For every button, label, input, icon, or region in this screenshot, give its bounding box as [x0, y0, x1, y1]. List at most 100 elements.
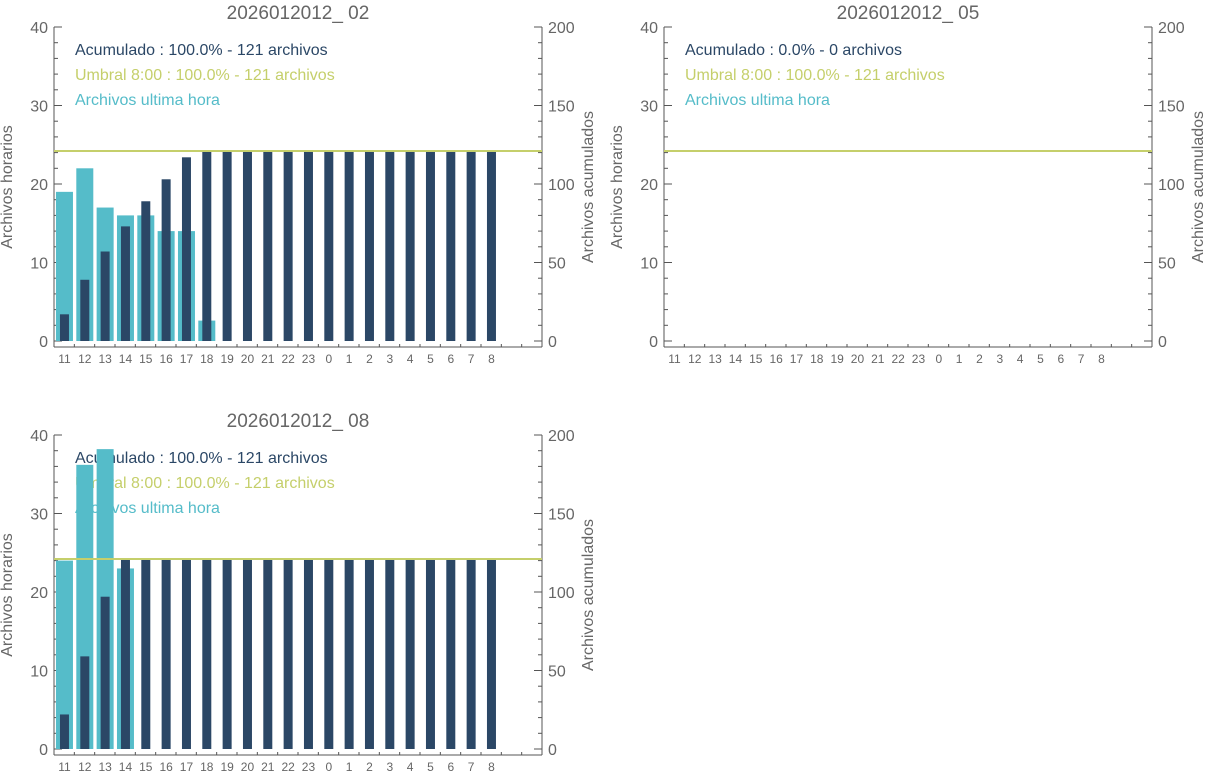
x-tick-label: 15: [139, 760, 153, 771]
x-tick-label: 22: [281, 760, 295, 771]
right-tick-label: 100: [1158, 177, 1185, 194]
chart-panel: 2026012012_ 02010203040050100150200Archi…: [0, 3, 597, 366]
x-tick-label: 3: [386, 352, 393, 366]
x-tick-label: 8: [1098, 352, 1105, 366]
x-tick-label: 3: [386, 760, 393, 771]
accumulated-bar: [344, 151, 354, 341]
accumulated-bar: [181, 559, 191, 749]
accumulated-bar: [283, 559, 293, 749]
chart-panel: 2026012012_ 05010203040050100150200Archi…: [609, 3, 1206, 366]
x-tick-label: 6: [447, 760, 454, 771]
x-tick-label: 4: [407, 352, 414, 366]
x-tick-label: 18: [810, 352, 824, 366]
x-tick-label: 20: [851, 352, 865, 366]
x-tick-label: 6: [447, 352, 454, 366]
x-tick-label: 16: [769, 352, 783, 366]
x-tick-label: 1: [956, 352, 963, 366]
x-tick-label: 7: [468, 760, 475, 771]
x-tick-label: 13: [98, 760, 112, 771]
hourly-bar: [55, 191, 73, 341]
accumulated-bar: [364, 151, 374, 341]
accumulated-bar: [344, 559, 354, 749]
accumulated-bar: [364, 559, 374, 749]
accumulated-bar: [59, 714, 69, 749]
x-tick-label: 14: [119, 760, 133, 771]
legend-entry: Acumulado : 100.0% - 121 archivos: [75, 42, 328, 59]
x-tick-label: 23: [302, 352, 316, 366]
x-tick-label: 11: [668, 352, 681, 366]
accumulated-bar: [425, 559, 435, 749]
left-tick-label: 20: [30, 177, 48, 194]
accumulated-bar: [283, 151, 293, 341]
x-tick-label: 17: [180, 352, 194, 366]
legend-entry: Umbral 8:00 : 100.0% - 121 archivos: [75, 67, 335, 84]
legend-entry: Acumulado : 100.0% - 121 archivos: [75, 450, 328, 467]
left-tick-label: 0: [649, 334, 658, 351]
x-tick-label: 19: [220, 352, 234, 366]
right-tick-label: 200: [548, 20, 575, 37]
x-tick-label: 12: [78, 760, 92, 771]
right-tick-label: 50: [548, 256, 566, 273]
x-tick-label: 8: [488, 760, 495, 771]
x-tick-label: 18: [200, 352, 214, 366]
legend-entry: Archivos ultima hora: [685, 92, 830, 109]
accumulated-bar: [120, 226, 130, 341]
x-tick-label: 2: [366, 760, 373, 771]
right-tick-label: 50: [548, 664, 566, 681]
x-tick-label: 4: [407, 760, 414, 771]
accumulated-bar: [486, 559, 496, 749]
right-tick-label: 150: [548, 507, 575, 524]
x-tick-label: 17: [180, 760, 194, 771]
x-tick-label: 14: [729, 352, 743, 366]
left-tick-label: 10: [640, 256, 658, 273]
left-tick-label: 10: [30, 664, 48, 681]
x-tick-label: 16: [159, 352, 173, 366]
right-axis-title: Archivos acumulados: [1190, 111, 1206, 263]
x-tick-label: 2: [366, 352, 373, 366]
x-tick-label: 18: [200, 760, 214, 771]
accumulated-bar: [181, 157, 191, 341]
x-tick-label: 1: [346, 760, 353, 771]
left-tick-label: 30: [640, 99, 658, 116]
left-axis-title: Archivos horarios: [0, 125, 16, 249]
x-tick-label: 20: [241, 352, 255, 366]
accumulated-bar: [202, 559, 212, 749]
left-tick-label: 30: [30, 99, 48, 116]
x-tick-label: 22: [891, 352, 905, 366]
x-tick-label: 0: [325, 352, 332, 366]
accumulated-bar: [263, 151, 273, 341]
accumulated-bar: [161, 179, 171, 341]
right-tick-label: 200: [1158, 20, 1185, 37]
accumulated-bar: [405, 151, 415, 341]
accumulated-bar: [222, 559, 232, 749]
legend-entry: Archivos ultima hora: [75, 92, 220, 109]
accumulated-bar: [161, 559, 171, 749]
x-tick-label: 0: [325, 760, 332, 771]
x-tick-label: 11: [58, 352, 71, 366]
x-tick-label: 12: [78, 352, 92, 366]
right-tick-label: 0: [548, 742, 557, 759]
x-tick-label: 0: [935, 352, 942, 366]
accumulated-bar: [324, 559, 334, 749]
chart-title: 2026012012_ 08: [227, 411, 370, 432]
accumulated-bar: [80, 279, 90, 341]
right-tick-label: 150: [548, 99, 575, 116]
x-tick-label: 15: [139, 352, 153, 366]
right-tick-label: 150: [1158, 99, 1185, 116]
left-axis-title: Archivos horarios: [0, 533, 16, 657]
x-tick-label: 5: [1037, 352, 1044, 366]
x-tick-label: 19: [830, 352, 844, 366]
x-tick-label: 23: [302, 760, 316, 771]
left-tick-label: 0: [39, 742, 48, 759]
x-tick-label: 3: [996, 352, 1003, 366]
x-tick-label: 13: [708, 352, 722, 366]
x-tick-label: 16: [159, 760, 173, 771]
accumulated-bar: [385, 559, 395, 749]
right-tick-label: 100: [548, 585, 575, 602]
x-tick-label: 6: [1057, 352, 1064, 366]
accumulated-bar: [486, 151, 496, 341]
accumulated-bar: [242, 559, 252, 749]
right-tick-label: 0: [548, 334, 557, 351]
left-tick-label: 0: [39, 334, 48, 351]
